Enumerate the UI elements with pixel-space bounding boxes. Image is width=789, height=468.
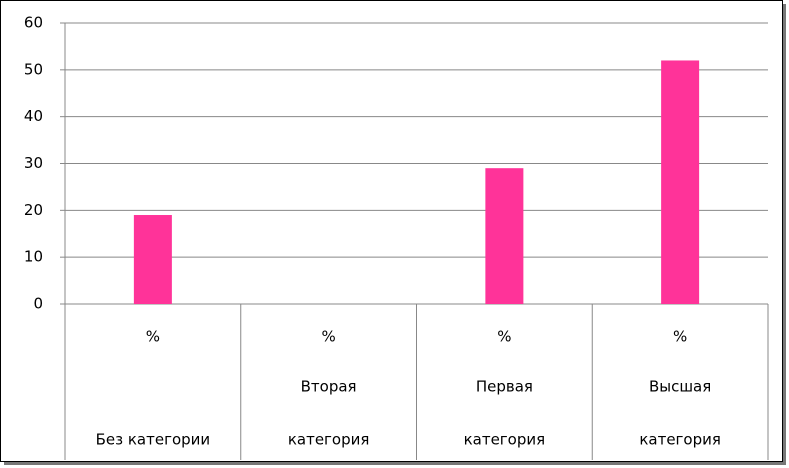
x-tick-label: категория: [464, 431, 546, 449]
y-tick-label: 30: [24, 154, 43, 172]
bar: [485, 168, 524, 304]
x-tick-label: Вторая: [301, 378, 357, 396]
x-subcategory-label: %: [146, 328, 160, 346]
bar: [133, 215, 172, 304]
y-tick-label: 20: [24, 201, 43, 219]
x-subcategory-label: %: [673, 328, 687, 346]
x-tick-label: Высшая: [649, 378, 711, 396]
y-tick-label: 60: [24, 14, 43, 32]
y-tick-label: 0: [33, 295, 43, 313]
x-tick-label: Без категории: [96, 431, 211, 449]
y-tick-label: 40: [24, 107, 43, 125]
x-tick-label: Первая: [476, 378, 533, 396]
x-subcategory-label: %: [497, 328, 511, 346]
x-subcategory-label: %: [321, 328, 335, 346]
bar: [661, 60, 700, 304]
x-tick-label: категория: [639, 431, 721, 449]
y-tick-label: 50: [24, 60, 43, 78]
x-tick-label: категория: [288, 431, 370, 449]
y-tick-label: 10: [24, 248, 43, 266]
chart-frame: [0, 0, 783, 462]
